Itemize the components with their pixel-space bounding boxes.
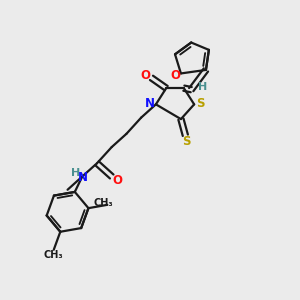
Text: O: O — [140, 69, 150, 82]
Text: N: N — [78, 172, 88, 184]
Text: N: N — [145, 97, 155, 110]
Text: H: H — [71, 168, 80, 178]
Text: CH₃: CH₃ — [93, 198, 113, 208]
Text: S: S — [183, 135, 191, 148]
Text: O: O — [112, 173, 123, 187]
Text: CH₃: CH₃ — [44, 250, 63, 260]
Text: H: H — [198, 82, 207, 92]
Text: O: O — [171, 69, 181, 82]
Text: S: S — [196, 97, 205, 110]
